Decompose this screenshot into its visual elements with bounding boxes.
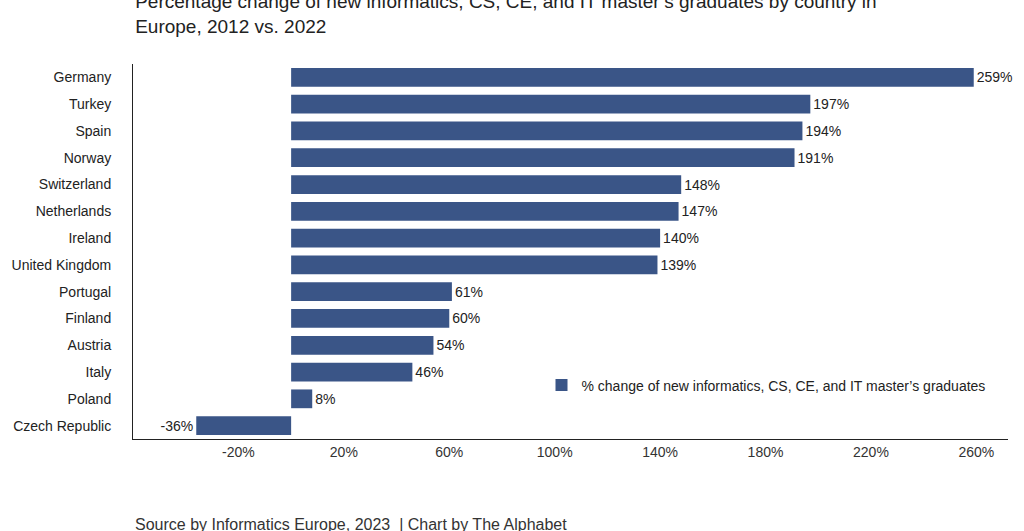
svg-text:197%: 197% <box>813 96 849 112</box>
svg-text:% change of new informatics, C: % change of new informatics, CS, CE, and… <box>582 378 986 394</box>
svg-text:Portugal: Portugal <box>59 284 111 300</box>
svg-text:Percentage change of new infor: Percentage change of new informatics, CS… <box>135 0 876 37</box>
svg-text:Poland: Poland <box>68 391 112 407</box>
svg-text:139%: 139% <box>660 257 696 273</box>
svg-text:Austria: Austria <box>68 337 112 353</box>
svg-text:Turkey: Turkey <box>69 96 111 112</box>
svg-text:Norway: Norway <box>64 150 111 166</box>
svg-text:United Kingdom: United Kingdom <box>12 257 112 273</box>
svg-text:Germany: Germany <box>54 69 112 85</box>
svg-text:-20%: -20% <box>222 444 255 460</box>
svg-text:60%: 60% <box>435 444 463 460</box>
svg-text:61%: 61% <box>455 284 483 300</box>
svg-text:8%: 8% <box>315 391 335 407</box>
svg-text:54%: 54% <box>436 337 464 353</box>
svg-text:Switzerland: Switzerland <box>39 176 111 192</box>
svg-text:60%: 60% <box>452 310 480 326</box>
svg-text:Netherlands: Netherlands <box>36 203 112 219</box>
svg-text:Spain: Spain <box>75 123 111 139</box>
svg-text:220%: 220% <box>853 444 889 460</box>
svg-text:148%: 148% <box>684 177 720 193</box>
svg-text:140%: 140% <box>663 230 699 246</box>
svg-text:46%: 46% <box>415 364 443 380</box>
svg-text:20%: 20% <box>330 444 358 460</box>
svg-text:140%: 140% <box>642 444 678 460</box>
svg-text:Finland: Finland <box>65 310 111 326</box>
svg-text:180%: 180% <box>748 444 784 460</box>
svg-text:147%: 147% <box>682 203 718 219</box>
svg-text:260%: 260% <box>958 444 994 460</box>
svg-text:Italy: Italy <box>86 364 112 380</box>
svg-text:-36%: -36% <box>161 418 194 434</box>
svg-text:259%: 259% <box>977 69 1013 85</box>
svg-text:Ireland: Ireland <box>68 230 111 246</box>
svg-text:194%: 194% <box>805 123 841 139</box>
svg-text:191%: 191% <box>798 150 834 166</box>
svg-text:Czech Republic: Czech Republic <box>13 418 111 434</box>
svg-text:100%: 100% <box>537 444 573 460</box>
svg-text:Source by Informatics Europe,: Source by Informatics Europe, 2023 | Cha… <box>135 516 567 531</box>
